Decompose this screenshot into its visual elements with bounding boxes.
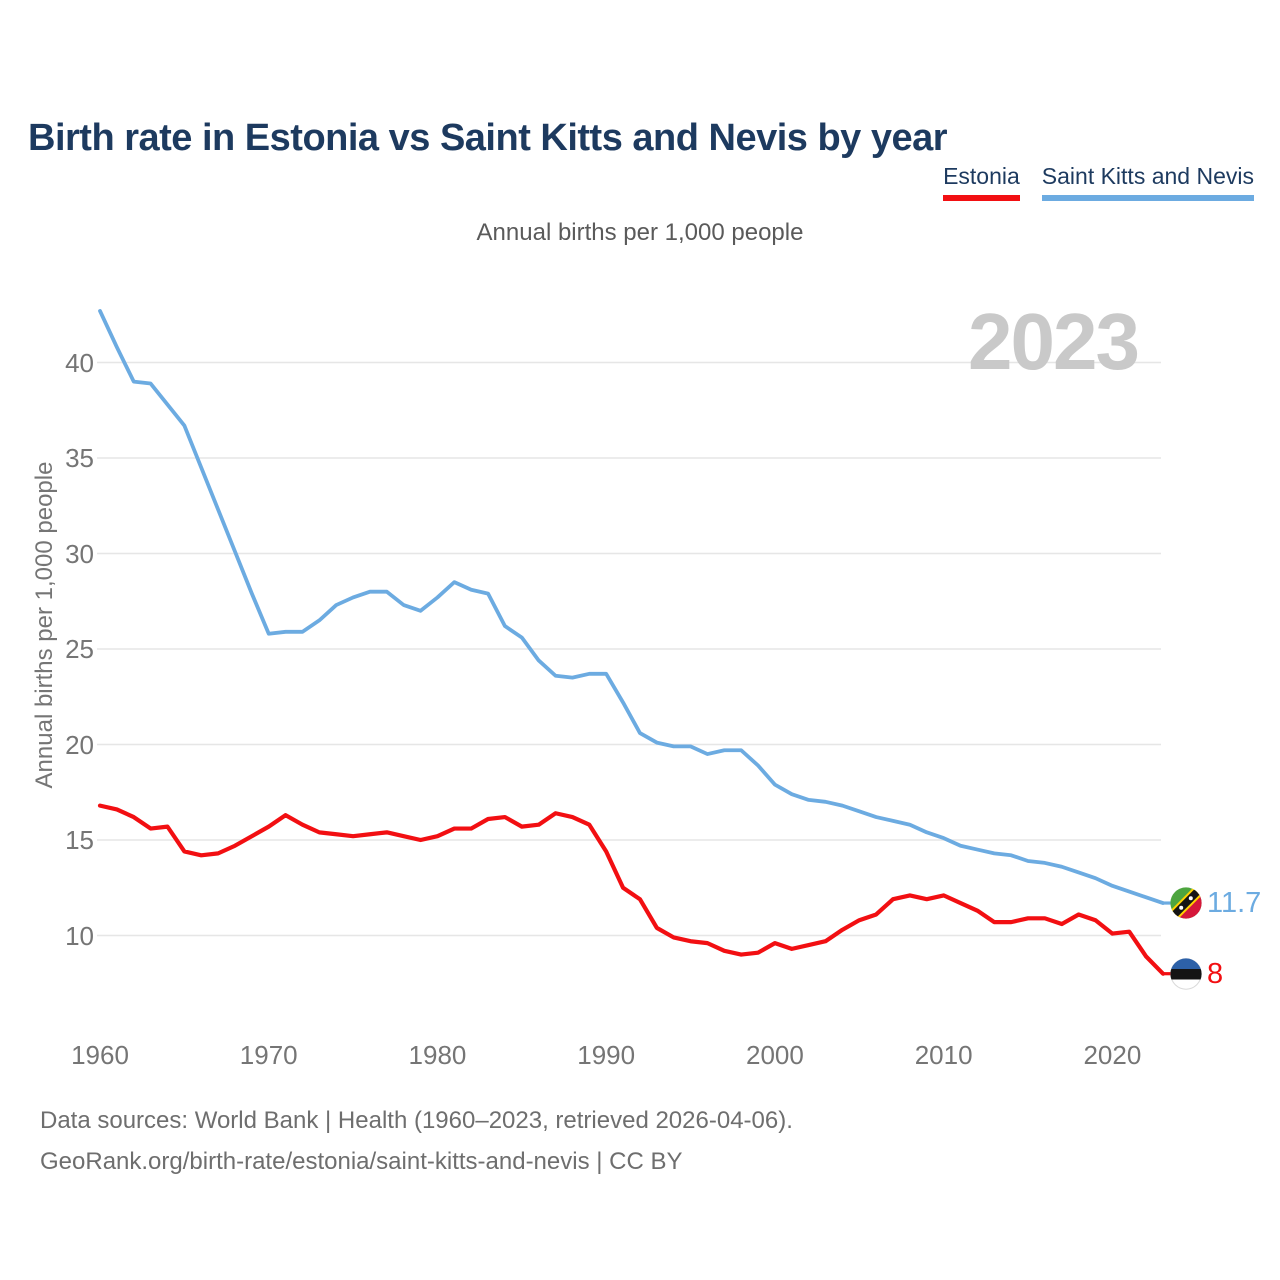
y-tick-label: 30 — [65, 538, 94, 569]
legend-item-saint-kitts-and-nevis[interactable]: Saint Kitts and Nevis — [1041, 163, 1254, 201]
saint-kitts-and-nevis-flag-icon — [1170, 887, 1202, 919]
y-tick-label: 25 — [65, 634, 94, 664]
page-title: Birth rate in Estonia vs Saint Kitts and… — [28, 117, 948, 160]
x-tick-label: 2000 — [745, 1040, 804, 1070]
legend-item-estonia[interactable]: Estonia — [943, 163, 1020, 201]
x-tick-label: 2010 — [914, 1040, 973, 1070]
saint-kitts-end-value-label: 11.7 — [1206, 887, 1262, 920]
y-tick-label: 40 — [65, 347, 94, 378]
source-url-line: GeoRank.org/birth-rate/estonia/saint-kit… — [40, 1148, 683, 1175]
attribution-footer: Data sources: World Bank | Health (1960–… — [40, 1100, 793, 1182]
legend: Estonia Saint Kitts and Nevis — [943, 163, 1254, 201]
y-tick-label: 15 — [65, 825, 94, 855]
data-sources-line: Data sources: World Bank | Health (1960–… — [40, 1107, 793, 1134]
x-tick-label: 1970 — [239, 1040, 298, 1070]
chart-subtitle: Annual births per 1,000 people — [476, 219, 804, 246]
y-tick-label: 10 — [65, 920, 94, 951]
x-tick-label: 1980 — [408, 1040, 467, 1070]
watermark-year: 2023 — [968, 297, 1140, 386]
x-tick-label: 1960 — [71, 1040, 129, 1070]
estonia-end-value-label: 8 — [1206, 957, 1224, 990]
x-tick-label: 2020 — [1083, 1040, 1142, 1070]
estonia-flag-icon — [1170, 957, 1202, 990]
y-tick-label: 20 — [65, 729, 94, 760]
y-tick-label: 35 — [65, 443, 94, 473]
x-tick-label: 1990 — [577, 1040, 636, 1070]
